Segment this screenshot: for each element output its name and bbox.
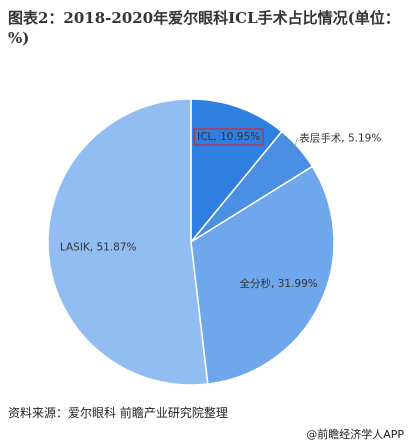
source: 资料来源：爱尔眼科 前瞻产业研究院整理 bbox=[8, 406, 228, 420]
chart-title: 图表2：2018-2020年爱尔眼科ICL手术占比情况(单位：%) bbox=[8, 9, 400, 47]
pie-slice bbox=[47, 98, 209, 386]
pie-slice bbox=[190, 165, 335, 385]
data-label: ICL, 10.95% bbox=[197, 131, 260, 143]
highlight-box bbox=[193, 128, 264, 146]
data-label: 全分秒, 31.99% bbox=[240, 277, 318, 290]
pie-slice bbox=[190, 98, 283, 245]
leader-line bbox=[292, 138, 298, 153]
brand: @前瞻经济学人APP bbox=[306, 428, 404, 441]
data-label: 表层手术, 5.19% bbox=[299, 131, 381, 144]
data-label: LASIK, 51.87% bbox=[60, 241, 137, 253]
